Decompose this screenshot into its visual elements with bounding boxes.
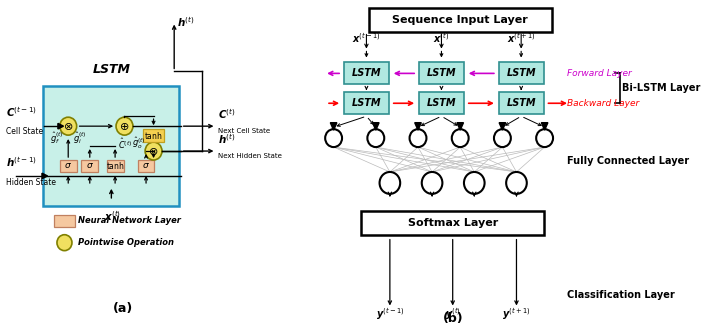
Text: $\oplus$: $\oplus$	[119, 121, 130, 132]
Polygon shape	[58, 123, 64, 129]
Text: (a): (a)	[113, 302, 133, 315]
Text: $\sigma$: $\sigma$	[142, 162, 150, 170]
Text: (b): (b)	[442, 312, 463, 325]
Text: $\boldsymbol{y}^{(t-1)}$: $\boldsymbol{y}^{(t-1)}$	[376, 307, 404, 322]
Text: $\boldsymbol{h}^{(t)}$: $\boldsymbol{h}^{(t)}$	[177, 15, 194, 28]
Text: $\boldsymbol{y}^{(t)}$: $\boldsymbol{y}^{(t)}$	[445, 307, 461, 322]
Bar	[82, 160, 99, 172]
Circle shape	[60, 117, 77, 135]
Polygon shape	[499, 123, 506, 130]
Text: $\hat{g}_o^{(t)}$: $\hat{g}_o^{(t)}$	[133, 136, 146, 151]
Text: Backward Layer: Backward Layer	[567, 99, 640, 108]
Circle shape	[422, 172, 442, 194]
Bar	[419, 63, 464, 84]
Text: LSTM: LSTM	[92, 63, 130, 76]
Text: Forward Layer: Forward Layer	[567, 69, 632, 78]
Polygon shape	[457, 123, 464, 130]
Text: LSTM: LSTM	[427, 69, 457, 78]
Circle shape	[452, 129, 469, 147]
Text: $\otimes$: $\otimes$	[63, 121, 73, 132]
Circle shape	[536, 129, 553, 147]
Circle shape	[410, 129, 426, 147]
Text: Fully Connected Layer: Fully Connected Layer	[567, 156, 689, 166]
Text: LSTM: LSTM	[352, 98, 381, 108]
Text: Bi-LSTM Layer: Bi-LSTM Layer	[623, 83, 700, 93]
Text: $\hat{g}_f^{(t)}$: $\hat{g}_f^{(t)}$	[50, 130, 64, 146]
Text: $\hat{g}_i^{(t)}$: $\hat{g}_i^{(t)}$	[72, 130, 86, 146]
Text: LSTM: LSTM	[352, 69, 381, 78]
Bar	[344, 92, 389, 114]
Text: $\tanh$: $\tanh$	[144, 130, 163, 141]
Text: $\otimes$: $\otimes$	[148, 146, 159, 157]
Text: $\boldsymbol{y}^{(t+1)}$: $\boldsymbol{y}^{(t+1)}$	[502, 307, 531, 322]
Text: $\hat{C}^{(t)}$: $\hat{C}^{(t)}$	[118, 137, 133, 151]
Text: Hidden State: Hidden State	[6, 178, 56, 187]
Polygon shape	[42, 173, 48, 179]
Bar	[419, 92, 464, 114]
Bar	[138, 160, 155, 172]
Circle shape	[494, 129, 511, 147]
Text: LSTM: LSTM	[506, 69, 536, 78]
Circle shape	[379, 172, 400, 194]
Text: $\boldsymbol{C}^{(t)}$: $\boldsymbol{C}^{(t)}$	[218, 107, 236, 121]
Bar	[362, 211, 544, 235]
Text: Classification Layer: Classification Layer	[567, 290, 675, 301]
Text: Neural Network Layer: Neural Network Layer	[77, 216, 181, 225]
Circle shape	[367, 129, 384, 147]
Circle shape	[116, 117, 133, 135]
Text: $\sigma$: $\sigma$	[65, 162, 72, 170]
Bar	[54, 215, 74, 227]
Polygon shape	[542, 123, 548, 130]
Text: LSTM: LSTM	[506, 98, 536, 108]
Bar	[43, 86, 179, 206]
Text: Sequence Input Layer: Sequence Input Layer	[392, 15, 528, 24]
Text: LSTM: LSTM	[427, 98, 457, 108]
Bar	[60, 160, 77, 172]
Circle shape	[145, 142, 162, 160]
Text: $\boldsymbol{x}^{(t)}$: $\boldsymbol{x}^{(t)}$	[433, 32, 450, 45]
Bar	[498, 63, 544, 84]
Text: $\boldsymbol{C}^{(t-1)}$: $\boldsymbol{C}^{(t-1)}$	[6, 105, 38, 119]
Text: Next Cell State: Next Cell State	[218, 128, 270, 134]
Text: Cell State: Cell State	[6, 127, 43, 136]
Bar	[498, 92, 544, 114]
Text: $\boldsymbol{x}^{(t-1)}$: $\boldsymbol{x}^{(t-1)}$	[352, 32, 381, 45]
Text: Softmax Layer: Softmax Layer	[408, 218, 498, 228]
Circle shape	[325, 129, 342, 147]
Circle shape	[57, 235, 72, 251]
Text: $\boldsymbol{x}^{(t)}$: $\boldsymbol{x}^{(t)}$	[104, 209, 121, 223]
Text: $\boldsymbol{x}^{(t+1)}$: $\boldsymbol{x}^{(t+1)}$	[507, 32, 535, 45]
Bar	[143, 129, 164, 142]
Bar	[369, 8, 552, 31]
Polygon shape	[330, 123, 337, 130]
Polygon shape	[372, 123, 379, 130]
Text: Next Hidden State: Next Hidden State	[218, 153, 282, 159]
Text: Pointwise Operation: Pointwise Operation	[77, 238, 174, 247]
Circle shape	[506, 172, 527, 194]
Text: $\boldsymbol{h}^{(t-1)}$: $\boldsymbol{h}^{(t-1)}$	[6, 155, 37, 169]
Circle shape	[464, 172, 484, 194]
Text: $\tanh$: $\tanh$	[106, 161, 125, 171]
Text: $\boldsymbol{h}^{(t)}$: $\boldsymbol{h}^{(t)}$	[218, 132, 235, 146]
Polygon shape	[415, 123, 421, 130]
Bar	[106, 160, 123, 172]
Bar	[344, 63, 389, 84]
Text: $\sigma$: $\sigma$	[86, 162, 94, 170]
